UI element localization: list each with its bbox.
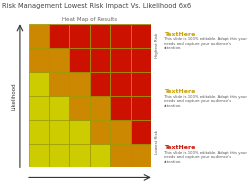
- Bar: [90, 24, 110, 48]
- Bar: [90, 48, 110, 72]
- Bar: [90, 96, 110, 120]
- Bar: [69, 48, 90, 72]
- Bar: [110, 24, 131, 48]
- Bar: [49, 96, 69, 120]
- Text: This slide is 100% editable. Adapt this your needs and capture your audience's a: This slide is 100% editable. Adapt this …: [164, 151, 247, 164]
- Bar: [131, 72, 151, 96]
- Bar: [110, 96, 131, 120]
- Bar: [90, 72, 110, 96]
- Bar: [49, 120, 69, 144]
- Bar: [49, 24, 69, 48]
- Bar: [69, 96, 90, 120]
- Bar: [110, 72, 131, 96]
- Bar: [110, 144, 131, 167]
- Bar: [29, 48, 49, 72]
- Bar: [131, 24, 151, 48]
- Bar: [110, 48, 131, 72]
- Text: Risk Management Lowest Risk Impact Vs. Likelihood 6x6: Risk Management Lowest Risk Impact Vs. L…: [2, 3, 192, 9]
- Text: Likelihood: Likelihood: [12, 82, 17, 110]
- Bar: [110, 120, 131, 144]
- Bar: [49, 72, 69, 96]
- Bar: [90, 144, 110, 167]
- Bar: [131, 144, 151, 167]
- Bar: [69, 72, 90, 96]
- Bar: [69, 144, 90, 167]
- Bar: [69, 120, 90, 144]
- Bar: [90, 120, 110, 144]
- Bar: [49, 144, 69, 167]
- Title: Heat Map of Results: Heat Map of Results: [62, 17, 118, 22]
- Bar: [69, 24, 90, 48]
- Bar: [131, 120, 151, 144]
- Bar: [29, 72, 49, 96]
- Text: TextHere: TextHere: [164, 32, 195, 37]
- Text: This slide is 100% editable. Adapt this your needs and capture your audience's a: This slide is 100% editable. Adapt this …: [164, 37, 247, 50]
- Bar: [29, 120, 49, 144]
- Bar: [29, 96, 49, 120]
- Text: TextHere: TextHere: [164, 89, 195, 94]
- Bar: [131, 96, 151, 120]
- Bar: [131, 48, 151, 72]
- Bar: [29, 144, 49, 167]
- Text: Highest Risk: Highest Risk: [155, 33, 159, 58]
- Bar: [49, 48, 69, 72]
- Text: Lowest Risk: Lowest Risk: [155, 130, 159, 154]
- Text: TextHere: TextHere: [164, 145, 195, 150]
- Text: This slide is 100% editable. Adapt this your needs and capture your audience's a: This slide is 100% editable. Adapt this …: [164, 95, 247, 108]
- Bar: [29, 24, 49, 48]
